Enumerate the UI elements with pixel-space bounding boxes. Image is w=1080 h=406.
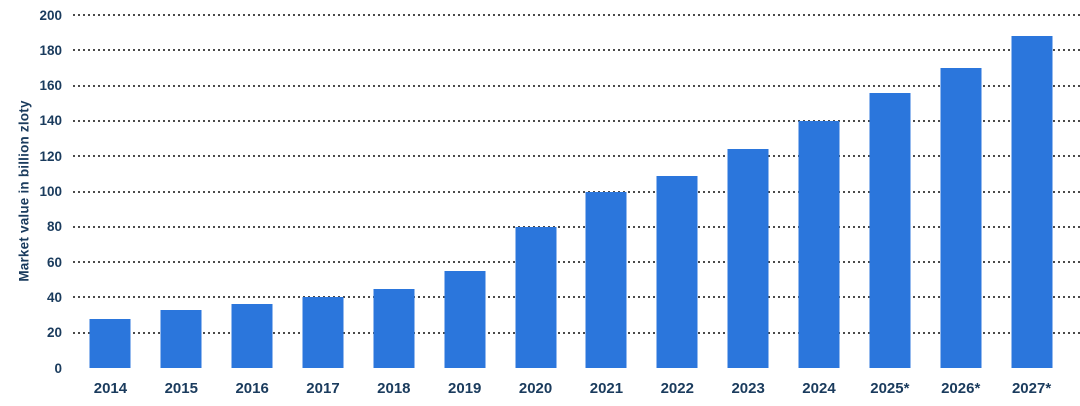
x-tick-label-2025*: 2025* bbox=[870, 380, 910, 397]
column-2026*: 2026* bbox=[925, 15, 996, 406]
gridline-20 bbox=[73, 331, 1080, 334]
column-2027*: 2027* bbox=[996, 15, 1067, 406]
y-tick-label-80: 80 bbox=[46, 219, 62, 235]
bar-2016[interactable] bbox=[231, 304, 273, 368]
y-tick-label-100: 100 bbox=[39, 184, 62, 199]
gridline-80 bbox=[73, 225, 1080, 228]
gridline-160 bbox=[73, 84, 1080, 87]
bar-2023[interactable] bbox=[727, 149, 769, 368]
bar-2014[interactable] bbox=[89, 318, 131, 368]
y-tick-label-0: 0 bbox=[54, 360, 62, 376]
gridline-40 bbox=[73, 296, 1080, 299]
x-tick-label-2018: 2018 bbox=[377, 380, 411, 397]
y-tick-label-60: 60 bbox=[46, 254, 62, 270]
bar-2015[interactable] bbox=[160, 309, 202, 368]
x-tick-label-2014: 2014 bbox=[93, 380, 128, 397]
x-tick-label-2026*: 2026* bbox=[941, 380, 981, 397]
column-2017: 2017 bbox=[288, 15, 359, 406]
gridline-100 bbox=[73, 190, 1080, 193]
bar-2024[interactable] bbox=[798, 120, 840, 368]
column-2021: 2021 bbox=[571, 15, 642, 406]
bar-2021[interactable] bbox=[585, 191, 627, 368]
y-tick-label-40: 40 bbox=[46, 289, 62, 305]
column-2018: 2018 bbox=[358, 15, 429, 406]
gridline-200 bbox=[73, 14, 1080, 16]
x-tick-label-2023: 2023 bbox=[731, 380, 765, 397]
column-2014: 2014 bbox=[75, 15, 146, 406]
y-tick-label-160: 160 bbox=[39, 78, 62, 94]
column-2024: 2024 bbox=[784, 15, 855, 406]
x-tick-label-2022: 2022 bbox=[660, 380, 694, 397]
y-tick-label-200: 200 bbox=[39, 7, 62, 23]
column-2020: 2020 bbox=[500, 15, 571, 406]
x-tick-label-2024: 2024 bbox=[802, 380, 836, 397]
x-tick-label-2021: 2021 bbox=[589, 380, 624, 397]
bar-2027*[interactable] bbox=[1011, 36, 1053, 368]
x-tick-label-2016: 2016 bbox=[235, 380, 269, 397]
x-tick-label-2015: 2015 bbox=[164, 380, 198, 397]
gridline-180 bbox=[73, 49, 1080, 52]
column-2015: 2015 bbox=[146, 15, 217, 406]
bar-2025*[interactable] bbox=[869, 92, 911, 368]
column-2023: 2023 bbox=[713, 15, 784, 406]
x-tick-label-2027*: 2027* bbox=[1011, 380, 1052, 397]
gridline-60 bbox=[73, 261, 1080, 264]
column-2025*: 2025* bbox=[854, 15, 925, 406]
gridline-140 bbox=[73, 119, 1080, 122]
bar-2019[interactable] bbox=[444, 270, 486, 368]
y-tick-label-180: 180 bbox=[39, 42, 62, 58]
bar-2017[interactable] bbox=[302, 297, 344, 368]
y-tick-label-120: 120 bbox=[39, 148, 62, 164]
bar-2026*[interactable] bbox=[940, 67, 982, 368]
bar-2020[interactable] bbox=[515, 226, 557, 368]
gridline-120 bbox=[73, 155, 1080, 158]
x-tick-label-2019: 2019 bbox=[448, 380, 482, 397]
y-tick-label-20: 20 bbox=[46, 325, 62, 341]
column-2022: 2022 bbox=[642, 15, 713, 406]
x-tick-label-2017: 2017 bbox=[306, 380, 340, 397]
column-2019: 2019 bbox=[429, 15, 500, 406]
bar-2018[interactable] bbox=[373, 288, 415, 368]
column-2016: 2016 bbox=[217, 15, 288, 406]
x-tick-label-2020: 2020 bbox=[518, 380, 553, 397]
bar-2022[interactable] bbox=[656, 175, 698, 368]
y-tick-label-140: 140 bbox=[39, 113, 62, 129]
